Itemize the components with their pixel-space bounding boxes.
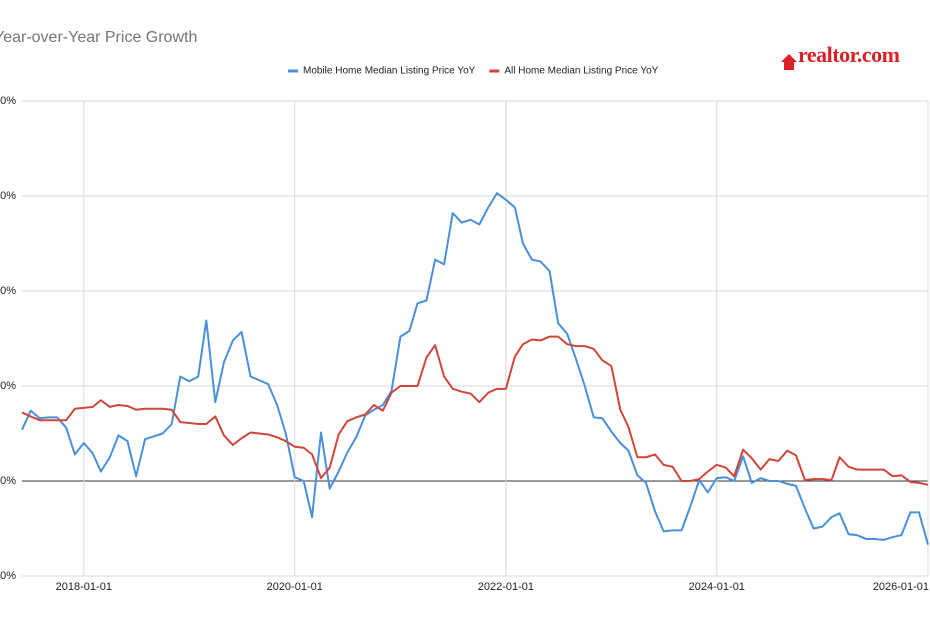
data-line [21, 192, 929, 545]
x-tick-label: 2026-01-01 [873, 581, 929, 593]
y-tick-label: 40% [0, 95, 16, 107]
legend: Mobile Home Median Listing Price YoY All … [288, 66, 659, 77]
logo-icon [781, 54, 797, 70]
y-tick-label: 10% [0, 380, 16, 392]
legend-label: Mobile Home Median Listing Price YoY [303, 66, 476, 77]
legend-label: All Home Median Listing Price YoY [504, 66, 658, 77]
x-tick-label: 2024-01-01 [689, 581, 745, 593]
logo-text: realtor.com [798, 42, 900, 67]
chart-title: Year-over-Year Price Growth [0, 29, 197, 46]
y-tick-label: 0% [0, 475, 16, 487]
y-tick-label: 20% [0, 285, 16, 297]
x-tick-label: 2018-01-01 [56, 581, 112, 593]
y-tick-label: 30% [0, 190, 16, 202]
y-tick-label: -10% [0, 570, 16, 582]
x-tick-label: 2022-01-01 [478, 581, 534, 593]
x-tick-label: 2020-01-01 [267, 581, 323, 593]
data-line [21, 335, 929, 486]
